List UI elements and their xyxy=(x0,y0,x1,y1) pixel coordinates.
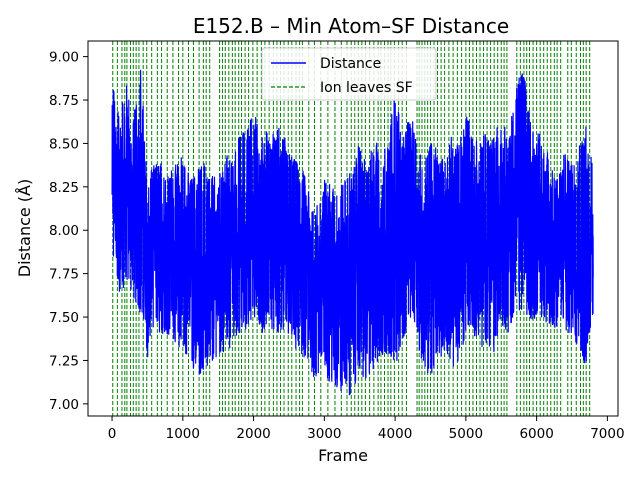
y-tick-label: 8.50 xyxy=(49,136,79,152)
y-tick-label: 7.00 xyxy=(49,397,79,413)
x-tick-label: 0 xyxy=(108,426,117,442)
chart-title: E152.B – Min Atom–SF Distance xyxy=(193,14,509,38)
plot-frame xyxy=(87,40,619,417)
legend-ion-label: Ion leaves SF xyxy=(320,80,413,96)
x-tick-label: 4000 xyxy=(378,426,412,442)
x-tick-label: 7000 xyxy=(590,426,624,442)
x-tick-label: 6000 xyxy=(519,426,553,442)
x-tick-label: 3000 xyxy=(307,426,341,442)
y-tick-label: 7.50 xyxy=(49,310,79,326)
y-tick-label: 8.75 xyxy=(49,93,79,109)
x-tick-label: 1000 xyxy=(166,426,200,442)
y-tick-label: 8.00 xyxy=(49,223,79,239)
y-tick-label: 9.00 xyxy=(49,50,79,66)
legend-distance-label: Distance xyxy=(320,56,381,72)
x-tick-label: 5000 xyxy=(449,426,483,442)
distance-series xyxy=(111,69,594,396)
y-axis: 7.00 7.25 7.50 7.75 8.00 8.25 8.50 8.75 9.00 xyxy=(49,50,88,413)
y-tick-label: 8.25 xyxy=(49,180,79,196)
y-tick-label: 7.25 xyxy=(49,353,79,369)
legend-box xyxy=(261,47,437,101)
y-axis-label: Distance (Å) xyxy=(15,179,34,277)
x-axis: 0 1000 2000 3000 4000 5000 6000 7000 xyxy=(108,416,625,442)
distance-line xyxy=(111,69,594,396)
x-axis-label: Frame xyxy=(318,446,368,465)
x-tick-label: 2000 xyxy=(236,426,270,442)
legend: Distance Ion leaves SF xyxy=(261,47,437,101)
y-tick-label: 7.75 xyxy=(49,267,79,283)
